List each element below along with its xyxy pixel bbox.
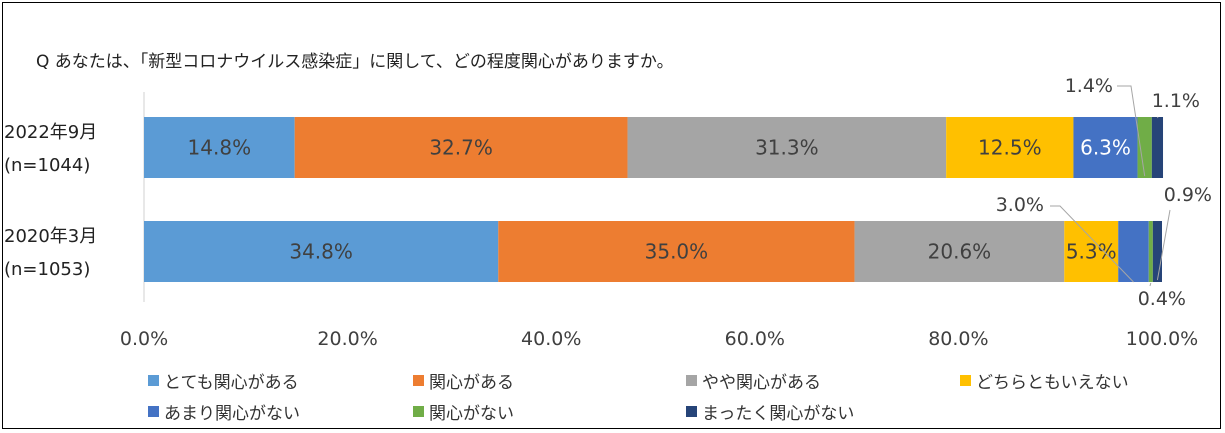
legend-label: やや関心がある <box>702 373 821 393</box>
data-label: 20.6% <box>928 240 992 264</box>
legend-item: とても関心がある <box>148 368 299 393</box>
legend-label: あまり関心がない <box>164 404 300 424</box>
legend-label: 関心がある <box>429 373 514 393</box>
x-tick-label: 100.0% <box>1126 328 1198 350</box>
legend-item: どちらともいえない <box>960 368 1129 393</box>
x-tick-label: 40.0% <box>521 328 581 350</box>
legend: とても関心がある 関心がある やや関心がある どちらともいえないあまり関心がない 関心が… <box>148 368 1208 428</box>
leader-line <box>1156 116 1159 119</box>
data-label: 34.8% <box>289 240 353 264</box>
category-label-2020-n: (n=1053) <box>4 259 91 280</box>
legend-item: 関心がある <box>413 368 514 393</box>
bar-segment <box>1064 221 1119 282</box>
data-label-outside: 0.9% <box>1164 184 1212 206</box>
data-label: 6.3% <box>1080 136 1131 160</box>
data-label: 14.8% <box>188 136 252 160</box>
legend-swatch <box>960 375 971 386</box>
leader-line <box>1149 282 1152 287</box>
bar-segment <box>1137 117 1152 178</box>
leader-line <box>1050 205 1134 283</box>
legend-label: 関心がない <box>429 404 514 424</box>
x-tick-label: 0.0% <box>120 328 168 350</box>
leader-line <box>1117 85 1146 177</box>
x-tick-label: 20.0% <box>317 328 377 350</box>
bar-segment <box>1148 221 1153 282</box>
legend-label: まったく関心がない <box>702 404 855 424</box>
bar-segment <box>1073 117 1138 178</box>
bar-segment <box>1118 221 1149 282</box>
chart-title: Q あなたは、「新型コロナウイルス感染症」に関して、どの程度関心がありますか。 <box>36 52 674 72</box>
bar-segment <box>1152 221 1162 282</box>
legend-swatch <box>148 406 159 417</box>
data-label-outside: 1.1% <box>1152 90 1200 112</box>
legend-item: まったく関心がない <box>686 399 854 424</box>
bar-segment <box>294 117 628 178</box>
bar-segment <box>946 117 1074 178</box>
legend-swatch <box>686 406 697 417</box>
data-label: 35.0% <box>645 240 709 264</box>
data-label: 32.7% <box>429 136 493 160</box>
legend-item: 関心がない <box>413 399 514 424</box>
data-label-outside: 1.4% <box>1065 75 1113 97</box>
legend-swatch <box>148 375 159 386</box>
category-label-2022-n: (n=1044) <box>4 155 91 176</box>
data-label-outside: 3.0% <box>996 194 1044 216</box>
x-tick-label: 80.0% <box>928 328 988 350</box>
bar-segment <box>144 117 295 178</box>
legend-item: やや関心がある <box>686 368 821 393</box>
category-label-2020-year: 2020年3月 <box>4 226 98 247</box>
category-label-2022-year: 2022年9月 <box>4 122 98 143</box>
legend-swatch <box>686 375 697 386</box>
x-tick-label: 60.0% <box>725 328 785 350</box>
bar-segment <box>627 117 947 178</box>
legend-swatch <box>413 406 424 417</box>
legend-label: どちらともいえない <box>976 373 1129 393</box>
data-label-outside: 0.4% <box>1138 288 1186 310</box>
leader-line <box>1156 209 1171 281</box>
bar-segment <box>854 221 1065 282</box>
bar-segment <box>498 221 855 282</box>
data-label: 12.5% <box>978 136 1042 160</box>
bar-segment <box>1151 117 1164 178</box>
legend-swatch <box>413 375 424 386</box>
data-label: 31.3% <box>755 136 819 160</box>
data-label: 5.3% <box>1066 240 1117 264</box>
legend-label: とても関心がある <box>164 373 299 393</box>
bar-segment <box>144 221 499 282</box>
legend-item: あまり関心がない <box>148 399 300 424</box>
